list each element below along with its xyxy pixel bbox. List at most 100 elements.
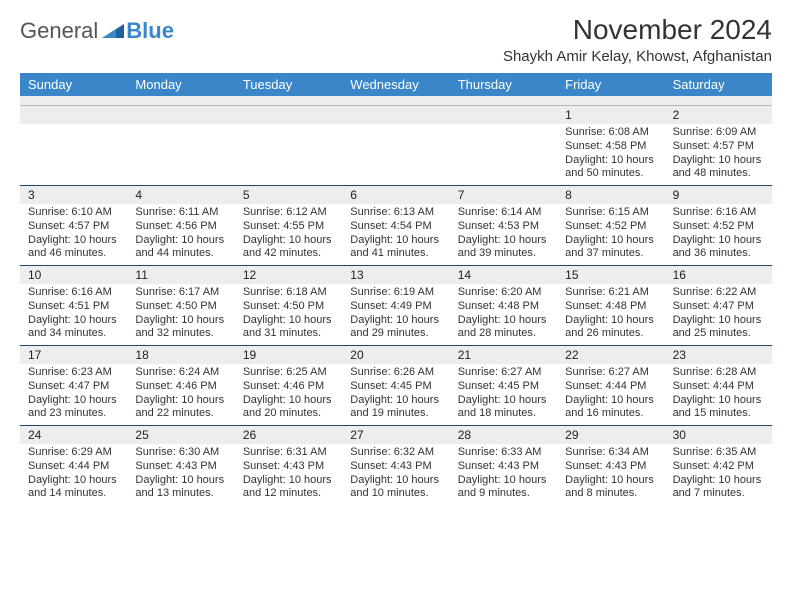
day-details: Sunrise: 6:17 AMSunset: 4:50 PMDaylight:… <box>127 284 234 345</box>
calendar-cell <box>20 106 127 185</box>
daylight-text: Daylight: 10 hours and 31 minutes. <box>243 314 334 342</box>
spacer-row <box>20 96 772 106</box>
daylight-text: Daylight: 10 hours and 9 minutes. <box>458 474 549 502</box>
sunset-text: Sunset: 4:48 PM <box>565 300 656 314</box>
calendar-cell: 19Sunrise: 6:25 AMSunset: 4:46 PMDayligh… <box>235 345 342 425</box>
day-number: 16 <box>665 265 772 284</box>
calendar-cell: 7Sunrise: 6:14 AMSunset: 4:53 PMDaylight… <box>450 185 557 265</box>
day-number: 28 <box>450 425 557 444</box>
calendar-cell: 10Sunrise: 6:16 AMSunset: 4:51 PMDayligh… <box>20 265 127 345</box>
sunrise-text: Sunrise: 6:30 AM <box>135 446 226 460</box>
day-number: 24 <box>20 425 127 444</box>
title-block: November 2024 Shaykh Amir Kelay, Khowst,… <box>503 14 772 65</box>
calendar-cell: 16Sunrise: 6:22 AMSunset: 4:47 PMDayligh… <box>665 265 772 345</box>
calendar-body: 1Sunrise: 6:08 AMSunset: 4:58 PMDaylight… <box>20 106 772 505</box>
calendar-cell: 25Sunrise: 6:30 AMSunset: 4:43 PMDayligh… <box>127 425 234 505</box>
daylight-text: Daylight: 10 hours and 46 minutes. <box>28 234 119 262</box>
calendar-cell: 26Sunrise: 6:31 AMSunset: 4:43 PMDayligh… <box>235 425 342 505</box>
sunset-text: Sunset: 4:57 PM <box>28 220 119 234</box>
calendar-cell <box>450 106 557 185</box>
day-number: 29 <box>557 425 664 444</box>
calendar-cell: 20Sunrise: 6:26 AMSunset: 4:45 PMDayligh… <box>342 345 449 425</box>
sunset-text: Sunset: 4:54 PM <box>350 220 441 234</box>
day-number: 7 <box>450 185 557 204</box>
sunrise-text: Sunrise: 6:27 AM <box>565 366 656 380</box>
empty-day <box>342 106 449 124</box>
sunrise-text: Sunrise: 6:10 AM <box>28 206 119 220</box>
day-details: Sunrise: 6:16 AMSunset: 4:51 PMDaylight:… <box>20 284 127 345</box>
sunrise-text: Sunrise: 6:16 AM <box>28 286 119 300</box>
sunrise-text: Sunrise: 6:28 AM <box>673 366 764 380</box>
daylight-text: Daylight: 10 hours and 8 minutes. <box>565 474 656 502</box>
day-number: 30 <box>665 425 772 444</box>
sunrise-text: Sunrise: 6:19 AM <box>350 286 441 300</box>
calendar-cell: 13Sunrise: 6:19 AMSunset: 4:49 PMDayligh… <box>342 265 449 345</box>
day-details: Sunrise: 6:23 AMSunset: 4:47 PMDaylight:… <box>20 364 127 425</box>
sunrise-text: Sunrise: 6:32 AM <box>350 446 441 460</box>
sunrise-text: Sunrise: 6:34 AM <box>565 446 656 460</box>
calendar-cell: 21Sunrise: 6:27 AMSunset: 4:45 PMDayligh… <box>450 345 557 425</box>
day-details: Sunrise: 6:29 AMSunset: 4:44 PMDaylight:… <box>20 444 127 505</box>
calendar-cell: 4Sunrise: 6:11 AMSunset: 4:56 PMDaylight… <box>127 185 234 265</box>
day-details: Sunrise: 6:12 AMSunset: 4:55 PMDaylight:… <box>235 204 342 265</box>
sunset-text: Sunset: 4:44 PM <box>673 380 764 394</box>
sunset-text: Sunset: 4:51 PM <box>28 300 119 314</box>
daylight-text: Daylight: 10 hours and 14 minutes. <box>28 474 119 502</box>
daylight-text: Daylight: 10 hours and 50 minutes. <box>565 154 656 182</box>
sunset-text: Sunset: 4:45 PM <box>350 380 441 394</box>
daylight-text: Daylight: 10 hours and 42 minutes. <box>243 234 334 262</box>
sunset-text: Sunset: 4:52 PM <box>673 220 764 234</box>
calendar-cell: 18Sunrise: 6:24 AMSunset: 4:46 PMDayligh… <box>127 345 234 425</box>
day-details: Sunrise: 6:26 AMSunset: 4:45 PMDaylight:… <box>342 364 449 425</box>
sunset-text: Sunset: 4:49 PM <box>350 300 441 314</box>
day-number: 9 <box>665 185 772 204</box>
logo-text-general: General <box>20 18 98 44</box>
sunset-text: Sunset: 4:43 PM <box>458 460 549 474</box>
daylight-text: Daylight: 10 hours and 41 minutes. <box>350 234 441 262</box>
calendar-cell: 8Sunrise: 6:15 AMSunset: 4:52 PMDaylight… <box>557 185 664 265</box>
daylight-text: Daylight: 10 hours and 12 minutes. <box>243 474 334 502</box>
daylight-text: Daylight: 10 hours and 28 minutes. <box>458 314 549 342</box>
calendar-cell: 14Sunrise: 6:20 AMSunset: 4:48 PMDayligh… <box>450 265 557 345</box>
weekday-header: Saturday <box>665 73 772 96</box>
calendar-cell: 11Sunrise: 6:17 AMSunset: 4:50 PMDayligh… <box>127 265 234 345</box>
sunset-text: Sunset: 4:46 PM <box>243 380 334 394</box>
logo: General Blue <box>20 18 174 44</box>
day-details: Sunrise: 6:35 AMSunset: 4:42 PMDaylight:… <box>665 444 772 505</box>
sunset-text: Sunset: 4:55 PM <box>243 220 334 234</box>
calendar-cell: 9Sunrise: 6:16 AMSunset: 4:52 PMDaylight… <box>665 185 772 265</box>
calendar-cell: 6Sunrise: 6:13 AMSunset: 4:54 PMDaylight… <box>342 185 449 265</box>
day-number: 27 <box>342 425 449 444</box>
day-number: 14 <box>450 265 557 284</box>
weekday-header: Thursday <box>450 73 557 96</box>
sunset-text: Sunset: 4:42 PM <box>673 460 764 474</box>
logo-triangle-icon <box>102 18 124 44</box>
sunset-text: Sunset: 4:56 PM <box>135 220 226 234</box>
location-subtitle: Shaykh Amir Kelay, Khowst, Afghanistan <box>503 48 772 65</box>
calendar-cell <box>127 106 234 185</box>
day-number: 4 <box>127 185 234 204</box>
day-details: Sunrise: 6:09 AMSunset: 4:57 PMDaylight:… <box>665 124 772 185</box>
daylight-text: Daylight: 10 hours and 20 minutes. <box>243 394 334 422</box>
daylight-text: Daylight: 10 hours and 32 minutes. <box>135 314 226 342</box>
calendar-cell: 28Sunrise: 6:33 AMSunset: 4:43 PMDayligh… <box>450 425 557 505</box>
day-details: Sunrise: 6:11 AMSunset: 4:56 PMDaylight:… <box>127 204 234 265</box>
sunset-text: Sunset: 4:44 PM <box>565 380 656 394</box>
logo-text-blue: Blue <box>126 18 174 44</box>
daylight-text: Daylight: 10 hours and 37 minutes. <box>565 234 656 262</box>
sunrise-text: Sunrise: 6:16 AM <box>673 206 764 220</box>
daylight-text: Daylight: 10 hours and 13 minutes. <box>135 474 226 502</box>
calendar-week: 10Sunrise: 6:16 AMSunset: 4:51 PMDayligh… <box>20 265 772 345</box>
weekday-header: Tuesday <box>235 73 342 96</box>
calendar-cell <box>235 106 342 185</box>
calendar-cell: 27Sunrise: 6:32 AMSunset: 4:43 PMDayligh… <box>342 425 449 505</box>
sunrise-text: Sunrise: 6:21 AM <box>565 286 656 300</box>
sunset-text: Sunset: 4:53 PM <box>458 220 549 234</box>
calendar-cell: 23Sunrise: 6:28 AMSunset: 4:44 PMDayligh… <box>665 345 772 425</box>
sunset-text: Sunset: 4:45 PM <box>458 380 549 394</box>
day-details: Sunrise: 6:27 AMSunset: 4:44 PMDaylight:… <box>557 364 664 425</box>
calendar-cell: 12Sunrise: 6:18 AMSunset: 4:50 PMDayligh… <box>235 265 342 345</box>
calendar-week: 3Sunrise: 6:10 AMSunset: 4:57 PMDaylight… <box>20 185 772 265</box>
sunset-text: Sunset: 4:50 PM <box>243 300 334 314</box>
sunrise-text: Sunrise: 6:27 AM <box>458 366 549 380</box>
